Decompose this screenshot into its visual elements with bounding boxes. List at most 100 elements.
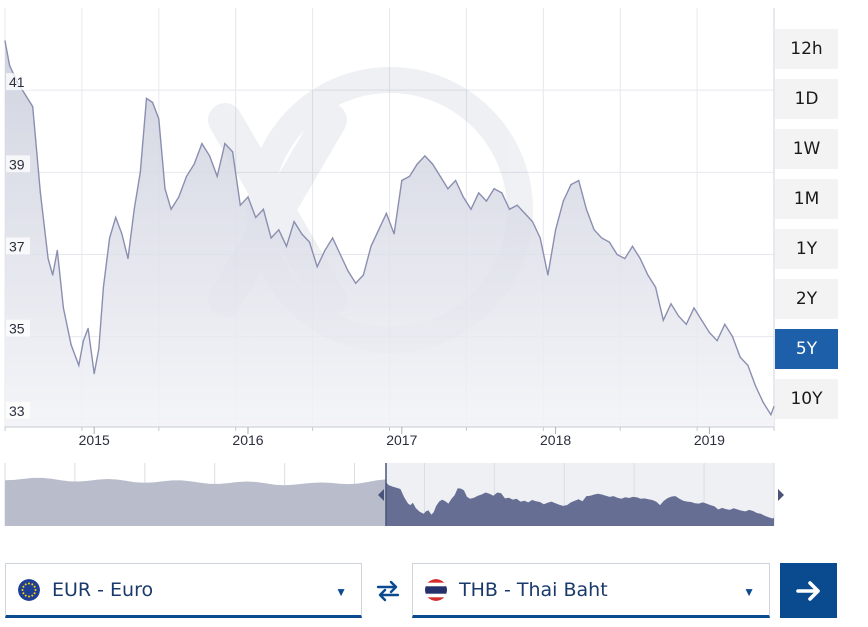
rate-point <box>285 245 288 247</box>
rate-point <box>152 101 154 104</box>
rate-point <box>578 179 580 182</box>
x-axis-ticks: 2015 2016 2017 2018 2019 <box>4 427 775 448</box>
to-currency-label: THB - Thai Baht <box>459 578 608 601</box>
rate-point <box>693 307 695 309</box>
y-tick-bg <box>6 319 30 337</box>
rate-point <box>262 208 264 210</box>
rate-point <box>416 163 418 165</box>
rate-point <box>347 270 349 272</box>
rate-point <box>739 356 741 358</box>
from-currency-label: EUR - Euro <box>52 578 154 601</box>
rate-point <box>301 233 303 235</box>
rate-point <box>631 245 634 247</box>
rate-point <box>585 208 588 210</box>
y-tick-label: 39 <box>9 156 25 172</box>
rate-point <box>501 192 503 194</box>
rate-point <box>93 373 95 375</box>
rate-point <box>539 237 541 239</box>
rate-point <box>731 336 734 338</box>
rate-point <box>178 196 180 198</box>
rate-point <box>773 405 775 408</box>
rate-point <box>662 319 664 321</box>
rate-point <box>232 151 234 153</box>
chevron-down-icon: ▼ <box>743 585 755 599</box>
rate-point <box>393 233 395 235</box>
rate-point <box>16 81 18 83</box>
rate-point <box>133 208 135 210</box>
rate-point <box>655 286 657 288</box>
x-tick-label: 2018 <box>540 432 571 448</box>
to-currency-select[interactable]: THB - Thai Baht ▼ <box>412 563 770 618</box>
rate-point <box>724 323 726 325</box>
rate-point <box>339 253 341 256</box>
rate-point <box>716 340 718 342</box>
range-button-1y[interactable]: 1Y <box>775 229 838 269</box>
y-tick-label: 37 <box>9 238 25 254</box>
rate-point <box>158 118 160 120</box>
range-button-5y[interactable]: 5Y <box>775 329 838 369</box>
rate-point <box>247 196 249 198</box>
rate-point <box>439 175 441 177</box>
rate-point <box>332 237 334 239</box>
range-button-1d[interactable]: 1D <box>775 79 838 119</box>
rate-point <box>555 229 557 231</box>
rate-point <box>87 327 89 329</box>
rate-point <box>762 401 764 403</box>
rate-point <box>185 175 188 177</box>
rate-point <box>82 340 84 342</box>
rate-point <box>401 179 403 182</box>
range-button-2y[interactable]: 2Y <box>775 279 838 319</box>
rate-point <box>70 344 72 346</box>
rate-points <box>4 40 775 416</box>
y-tick-label: 33 <box>9 403 25 419</box>
rate-point <box>193 163 195 165</box>
rate-point <box>239 204 241 206</box>
rate-point <box>255 216 257 219</box>
rate-point <box>52 274 54 276</box>
rate-point <box>56 249 58 251</box>
rate-point <box>647 274 649 276</box>
rate-point <box>470 208 472 210</box>
y-tick-label: 35 <box>9 321 25 337</box>
rate-point <box>115 216 117 219</box>
rate-point <box>601 237 603 239</box>
range-button-1m[interactable]: 1M <box>775 179 838 219</box>
rate-point <box>462 196 464 198</box>
navigator[interactable] <box>4 463 784 526</box>
range-button-1w[interactable]: 1W <box>775 129 838 169</box>
rate-point <box>47 258 49 260</box>
rate-point <box>164 188 166 190</box>
rate-point <box>145 97 148 99</box>
rate-point <box>685 323 687 325</box>
range-button-12h[interactable]: 12h <box>775 29 838 69</box>
navigator-right-handle-icon[interactable] <box>778 489 784 501</box>
rate-point <box>493 188 495 190</box>
y-tick-bg <box>6 237 30 255</box>
chevron-down-icon: ▼ <box>335 585 347 599</box>
rate-point <box>278 229 280 231</box>
rate-point <box>127 258 129 260</box>
range-button-10y[interactable]: 10Y <box>775 379 838 419</box>
from-currency-select[interactable]: EUR - Euro ▼ <box>5 563 362 618</box>
rate-point <box>209 155 211 157</box>
x-tick-label: 2015 <box>79 432 110 448</box>
rate-point <box>408 175 411 177</box>
navigator-left-handle-icon[interactable] <box>378 489 384 501</box>
rate-point <box>747 364 749 366</box>
rate-point <box>385 212 387 214</box>
rate-point <box>508 208 511 210</box>
rate-point <box>370 245 372 247</box>
convert-button[interactable] <box>780 563 837 618</box>
rate-point <box>616 253 618 256</box>
rate-point <box>216 175 218 177</box>
rate-point <box>109 237 111 239</box>
y-tick-bg <box>6 73 30 91</box>
rate-point <box>139 171 141 173</box>
x-tick-label: 2016 <box>232 432 263 448</box>
rate-point <box>770 414 772 416</box>
swap-arrows-icon[interactable] <box>374 580 402 602</box>
rate-point <box>378 229 380 231</box>
rate-point <box>39 192 42 194</box>
eu-flag-icon <box>18 578 40 601</box>
navigator-area-history <box>5 477 387 526</box>
